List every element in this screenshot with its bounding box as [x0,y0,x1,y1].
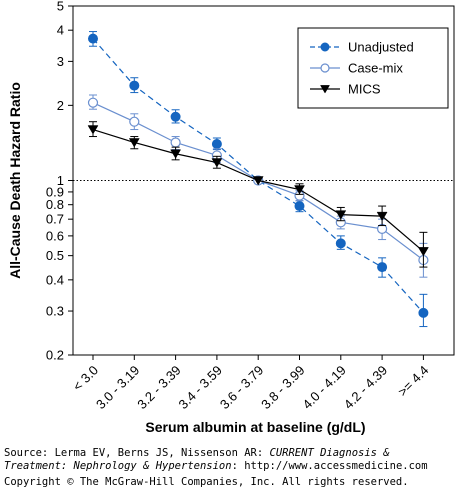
data-point [129,80,140,91]
y-tick-label: 0.9 [46,184,64,199]
data-point [252,176,264,186]
y-tick-label: 4 [57,23,64,38]
y-tick-label: 0.4 [46,272,64,287]
x-tick-label: 3.2 - 3.39 [134,363,183,412]
series-unadjusted [88,31,429,328]
x-tick-label: 4.2 - 4.39 [341,363,390,412]
source-url: : http://www.accessmedicine.com [231,460,428,472]
data-point [335,210,347,220]
data-point [128,138,140,148]
y-tick-label: 0.3 [46,304,64,319]
source-citation: Source: Lerma EV, Berns JS, Nissenson AR… [4,447,390,460]
x-tick-label: < 3.0 [70,363,101,394]
data-point [87,125,99,135]
data-point [170,111,181,122]
data-point [211,158,223,168]
data-point [320,85,330,94]
x-axis-title: Serum albumin at baseline (g/dL) [145,419,365,435]
data-point [418,307,429,318]
x-tick-label: 3.8 - 3.99 [258,363,307,412]
source-title-line2: Treatment: Nephrology & Hypertension [4,460,232,472]
y-tick-label: 0.5 [46,248,64,263]
copyright-text: Copyright © The McGraw-Hill Companies, I… [4,476,409,488]
data-point [88,33,98,44]
data-point [377,262,388,273]
y-tick-label: 5 [57,0,64,14]
y-tick-label: 0.2 [46,348,64,363]
series-case-mix [87,94,429,278]
y-tick-label: 0.8 [46,197,64,212]
data-point [129,116,140,127]
data-point [87,97,99,108]
series-mics [87,121,429,268]
data-point [294,185,305,195]
source-title-line1: CURRENT Diagnosis & [269,447,390,459]
hazard-ratio-chart: 0.2 0.3 0.4 0.5 0.60.70.80.91 2 3 4 5 < 3.03.0 - … [7,0,455,435]
legend-label: Case-mix [348,61,403,76]
data-point [335,238,346,249]
x-tick-label: 3.6 - 3.79 [217,363,266,412]
data-point [417,247,429,257]
data-point [294,201,305,212]
data-point [170,137,181,148]
y-tick-label: 0.7 [46,212,64,227]
legend: Unadjusted Case-mix MICS [297,27,449,109]
y-axis-title: All-Cause Death Hazard Ratio [7,82,23,279]
data-point [376,211,388,222]
x-tick-label: 3.0 - 3.19 [93,363,142,412]
y-tick-label: 0.6 [46,228,64,243]
series-line [92,128,424,252]
legend-label: MICS [348,82,381,97]
source-prefix: Source: Lerma EV, Berns JS, Nissenson AR… [4,447,270,459]
series-line [92,38,424,314]
data-point [211,139,222,150]
x-tick-label: 3.4 - 3.59 [176,363,225,412]
series-layer [87,31,429,328]
y-tick-label: 2 [57,98,64,113]
x-tick-label: 4.0 - 4.19 [299,363,348,412]
y-tick-label: 3 [57,54,64,69]
data-point [320,42,330,52]
copyright-notice: Copyright © The McGraw-Hill Companies, I… [4,476,409,489]
data-point [320,63,330,73]
y-tick-label: 1 [57,173,64,188]
legend-label: Unadjusted [348,40,414,55]
source-citation-line2: Treatment: Nephrology & Hypertension: ht… [4,460,428,473]
data-point [170,149,182,159]
x-tick-label: >= 4.4 [395,363,432,400]
